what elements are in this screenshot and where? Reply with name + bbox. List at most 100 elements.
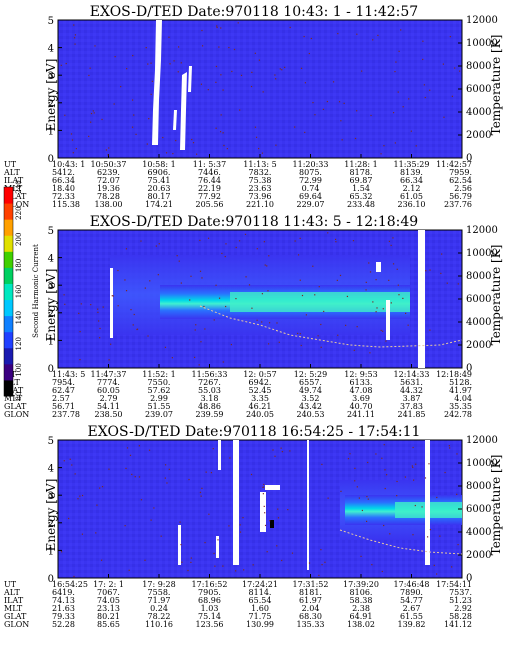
ephemeris-value: 77.92 xyxy=(198,192,221,201)
ephemeris-value: 2.57 xyxy=(52,394,70,403)
ephemeris-row-label: MLT xyxy=(4,604,23,613)
noise-dot xyxy=(129,454,132,456)
noise-dot xyxy=(356,33,358,35)
ephemeris-row-label: GLON xyxy=(4,410,29,419)
noise-dot xyxy=(125,467,127,470)
noise-dot xyxy=(384,469,386,471)
noise-dot xyxy=(294,126,296,128)
noise-dot xyxy=(264,512,266,514)
noise-dot xyxy=(237,22,239,24)
noise-dot xyxy=(132,54,134,57)
panel-3-data-gap xyxy=(260,492,266,532)
noise-dot xyxy=(347,458,350,460)
noise-dot xyxy=(337,32,339,35)
noise-dot xyxy=(459,70,461,72)
ephemeris-value: 17: 2: 1 xyxy=(93,580,124,589)
noise-dot xyxy=(332,81,335,83)
noise-dot xyxy=(404,476,407,478)
noise-dot xyxy=(381,570,383,573)
noise-dot xyxy=(263,505,265,507)
y2-tick-label: 12000 xyxy=(466,435,498,446)
ephemeris-value: 52.45 xyxy=(249,386,272,395)
noise-dot xyxy=(397,91,399,93)
ephemeris-value: 85.65 xyxy=(97,620,120,629)
noise-dot xyxy=(454,67,456,69)
noise-dot xyxy=(233,48,236,51)
noise-dot xyxy=(126,447,129,449)
noise-dot xyxy=(250,85,253,88)
ephemeris-value: 11:47:37 xyxy=(91,370,127,379)
panel-2-title: EXOS-D/TED Date:970118 11:43: 5 - 12:18:… xyxy=(90,214,418,230)
panel-1-plot-area xyxy=(57,19,463,159)
noise-dot xyxy=(261,293,263,295)
panel-1-y-label: Energy [eV] xyxy=(44,59,58,132)
noise-dot xyxy=(208,513,210,515)
noise-dot xyxy=(250,473,253,476)
noise-dot xyxy=(383,145,385,147)
noise-dot xyxy=(356,326,358,328)
noise-dot xyxy=(90,304,92,306)
ephemeris-value: 2.38 xyxy=(352,604,370,613)
ephemeris-value: 69.64 xyxy=(299,192,322,201)
colorbar-swatch xyxy=(4,379,13,397)
y2-tick-label: 2000 xyxy=(466,340,491,351)
noise-dot xyxy=(180,62,182,64)
noise-dot xyxy=(177,71,179,73)
panel-1: EXOS-D/TED Date:970118 10:43: 1 - 11:42:… xyxy=(3,4,503,209)
noise-dot xyxy=(360,555,362,557)
ephemeris-row-label: UT xyxy=(4,580,17,589)
noise-dot xyxy=(225,243,227,245)
noise-dot xyxy=(99,337,101,339)
colorbar-swatch xyxy=(4,347,13,365)
noise-dot xyxy=(138,476,141,478)
panel-3-noise-dots xyxy=(61,444,459,578)
noise-dot xyxy=(218,46,220,48)
noise-dot xyxy=(200,341,202,343)
ephemeris-value: 237.76 xyxy=(444,200,472,209)
ephemeris-value: 76.44 xyxy=(198,176,221,185)
ephemeris-value: 72.99 xyxy=(299,176,322,185)
ephemeris-value: 75.38 xyxy=(249,176,272,185)
panel-2-data-gap xyxy=(110,268,113,338)
ephemeris-value: 66.34 xyxy=(400,176,423,185)
noise-dot xyxy=(294,240,296,242)
noise-dot xyxy=(424,96,426,99)
noise-dot xyxy=(310,37,312,40)
ephemeris-value: 240.05 xyxy=(246,410,274,419)
noise-dot xyxy=(207,237,210,239)
noise-dot xyxy=(117,269,119,272)
noise-dot xyxy=(134,476,136,478)
ephemeris-value: 6906. xyxy=(148,168,171,177)
ephemeris-value: 141.12 xyxy=(444,620,472,629)
noise-dot xyxy=(354,480,356,482)
noise-dot xyxy=(258,59,261,61)
panel-2-y-label: Energy [eV] xyxy=(44,269,58,342)
noise-dot xyxy=(153,507,155,509)
ephemeris-value: 239.07 xyxy=(145,410,173,419)
noise-dot xyxy=(187,569,189,572)
noise-dot xyxy=(314,294,316,296)
ephemeris-value: 71.97 xyxy=(148,596,171,605)
noise-dot xyxy=(70,133,73,135)
noise-dot xyxy=(377,34,379,37)
noise-dot xyxy=(90,112,93,115)
noise-dot xyxy=(423,84,425,86)
y-tick-label: 4 xyxy=(48,44,54,55)
noise-dot xyxy=(340,120,342,122)
noise-dot xyxy=(392,263,395,265)
noise-dot xyxy=(441,253,443,255)
noise-dot xyxy=(371,564,373,566)
noise-dot xyxy=(188,478,190,481)
noise-dot xyxy=(242,517,244,519)
y2-tick-label: 8000 xyxy=(466,481,491,492)
ephemeris-value: 12: 0:57 xyxy=(243,370,276,379)
ephemeris-value: 135.33 xyxy=(297,620,325,629)
noise-dot xyxy=(274,78,277,80)
ephemeris-value: 23.13 xyxy=(97,604,120,613)
colorbar-tick-label: 200 xyxy=(15,233,23,246)
noise-dot xyxy=(238,240,241,242)
ephemeris-value: 57.62 xyxy=(148,386,171,395)
ephemeris-row-label: GLAT xyxy=(4,612,27,621)
colorbar-swatch xyxy=(4,331,13,349)
noise-dot xyxy=(390,302,392,304)
